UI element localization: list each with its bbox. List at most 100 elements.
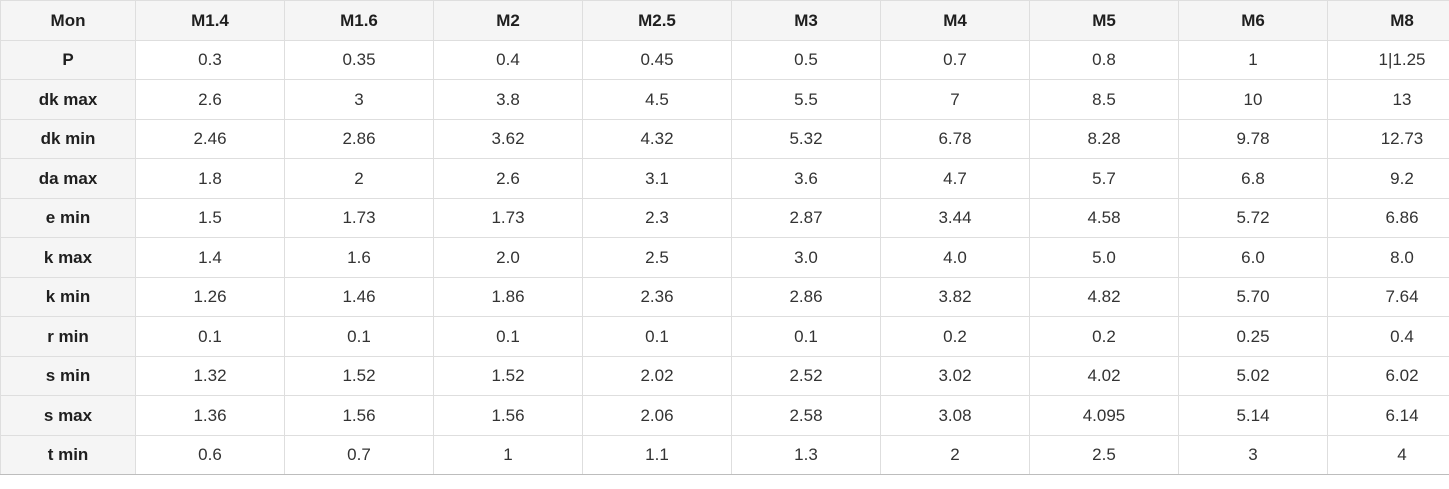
table-row: P 0.3 0.35 0.4 0.45 0.5 0.7 0.8 1 1|1.25 (0, 39, 1449, 80)
table-cell: 5.14 (1178, 395, 1328, 436)
table-row: s min 1.32 1.52 1.52 2.02 2.52 3.02 4.02 5.02 6.0… (0, 355, 1449, 396)
table-cell: 9.2 (1327, 158, 1449, 199)
table-cell: 0.7 (880, 39, 1030, 80)
table-cell: 6.0 (1178, 237, 1328, 278)
column-header: M2 (433, 0, 583, 41)
table-cell: 0.3 (135, 39, 285, 80)
table-cell: 4.58 (1029, 197, 1179, 238)
table-cell: 5.02 (1178, 355, 1328, 396)
table-cell: 1.52 (433, 355, 583, 396)
table-cell: 0.4 (1327, 316, 1449, 357)
table-cell: 4.32 (582, 118, 732, 159)
table-cell: 2.86 (731, 276, 881, 317)
table-cell: 2 (880, 434, 1030, 475)
table-cell: 3.44 (880, 197, 1030, 238)
table-cell: 2.6 (433, 158, 583, 199)
table-cell: 5.72 (1178, 197, 1328, 238)
table-cell: 1.1 (582, 434, 732, 475)
table-cell: 0.2 (1029, 316, 1179, 357)
table-cell: 1.26 (135, 276, 285, 317)
table-cell: 0.6 (135, 434, 285, 475)
column-header: M1.4 (135, 0, 285, 41)
table-row: k max 1.4 1.6 2.0 2.5 3.0 4.0 5.0 6.0 8.0 (0, 237, 1449, 278)
table-row: da max 1.8 2 2.6 3.1 3.6 4.7 5.7 6.8 9.2 (0, 158, 1449, 199)
table-cell: 2.87 (731, 197, 881, 238)
table-cell: 2.58 (731, 395, 881, 436)
table-cell: 3.1 (582, 158, 732, 199)
table-cell: 0.5 (731, 39, 881, 80)
table-cell: 0.1 (433, 316, 583, 357)
screw-dimensions-table: Mon M1.4 M1.6 M2 M2.5 M3 M4 M5 M6 M8 P 0.3 0.35 0.4 0… (0, 0, 1449, 475)
table-cell: 4.7 (880, 158, 1030, 199)
table-cell: 3.62 (433, 118, 583, 159)
table-cell: 0.1 (135, 316, 285, 357)
row-label: r min (0, 316, 136, 357)
table-cell: 3.08 (880, 395, 1030, 436)
table-cell: 12.73 (1327, 118, 1449, 159)
table-cell: 3.8 (433, 79, 583, 120)
table-cell: 4.0 (880, 237, 1030, 278)
table-cell: 10 (1178, 79, 1328, 120)
row-label: k max (0, 237, 136, 278)
table-cell: 1.5 (135, 197, 285, 238)
table-cell: 4.82 (1029, 276, 1179, 317)
table-cell: 3.82 (880, 276, 1030, 317)
table-cell: 2.06 (582, 395, 732, 436)
corner-header: Mon (0, 0, 136, 41)
row-label: da max (0, 158, 136, 199)
table-cell: 5.32 (731, 118, 881, 159)
column-header: M8 (1327, 0, 1449, 41)
table-cell: 2.3 (582, 197, 732, 238)
table-cell: 2.0 (433, 237, 583, 278)
table-cell: 5.5 (731, 79, 881, 120)
table-cell: 2.5 (582, 237, 732, 278)
table-cell: 0.8 (1029, 39, 1179, 80)
table-cell: 8.28 (1029, 118, 1179, 159)
table-cell: 4.5 (582, 79, 732, 120)
row-label: dk min (0, 118, 136, 159)
table-cell: 0.35 (284, 39, 434, 80)
table-cell: 1.73 (433, 197, 583, 238)
table-header: Mon M1.4 M1.6 M2 M2.5 M3 M4 M5 M6 M8 (0, 0, 1449, 41)
table-cell: 2.52 (731, 355, 881, 396)
table-row: r min 0.1 0.1 0.1 0.1 0.1 0.2 0.2 0.25 0.4 (0, 316, 1449, 357)
row-label: s max (0, 395, 136, 436)
table-cell: 2 (284, 158, 434, 199)
table-cell: 3.0 (731, 237, 881, 278)
table-cell: 6.78 (880, 118, 1030, 159)
table-cell: 8.5 (1029, 79, 1179, 120)
table-cell: 0.2 (880, 316, 1030, 357)
table-cell: 2.5 (1029, 434, 1179, 475)
table-cell: 1.52 (284, 355, 434, 396)
table-cell: 0.1 (582, 316, 732, 357)
table-cell: 3.6 (731, 158, 881, 199)
table-cell: 1.56 (284, 395, 434, 436)
table-cell: 2.46 (135, 118, 285, 159)
table-cell: 5.7 (1029, 158, 1179, 199)
table-row: t min 0.6 0.7 1 1.1 1.3 2 2.5 3 4 (0, 434, 1449, 475)
table-cell: 0.1 (284, 316, 434, 357)
table-row: s max 1.36 1.56 1.56 2.06 2.58 3.08 4.095 5.14 6.… (0, 395, 1449, 436)
table-cell: 2.36 (582, 276, 732, 317)
table-cell: 3.02 (880, 355, 1030, 396)
table-cell: 4.095 (1029, 395, 1179, 436)
table-cell: 2.86 (284, 118, 434, 159)
row-label: dk max (0, 79, 136, 120)
table-cell: 3 (284, 79, 434, 120)
table-cell: 3 (1178, 434, 1328, 475)
table-cell: 2.6 (135, 79, 285, 120)
column-header: M5 (1029, 0, 1179, 41)
column-header: M1.6 (284, 0, 434, 41)
table-row: e min 1.5 1.73 1.73 2.3 2.87 3.44 4.58 5.72 6.86 (0, 197, 1449, 238)
table-cell: 6.86 (1327, 197, 1449, 238)
row-label: k min (0, 276, 136, 317)
table-cell: 7 (880, 79, 1030, 120)
row-label: t min (0, 434, 136, 475)
column-header: M4 (880, 0, 1030, 41)
table-cell: 4.02 (1029, 355, 1179, 396)
table-row: dk max 2.6 3 3.8 4.5 5.5 7 8.5 10 13 (0, 79, 1449, 120)
table-cell: 6.02 (1327, 355, 1449, 396)
table-cell: 2.02 (582, 355, 732, 396)
table-cell: 0.4 (433, 39, 583, 80)
